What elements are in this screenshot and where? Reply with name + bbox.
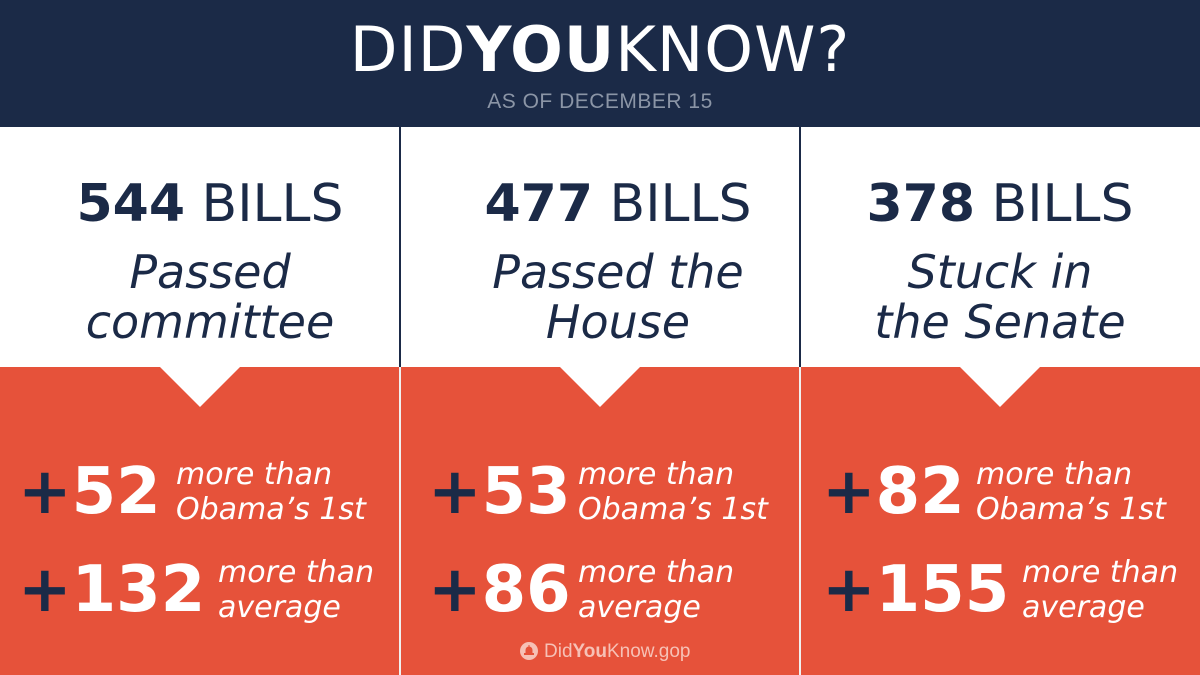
comparison-number: +86: [428, 553, 571, 627]
bill-count: 544 BILLS: [10, 173, 410, 235]
column-header: 378 BILLS Stuck in the Senate: [800, 127, 1200, 367]
comparison-number: +52: [18, 455, 161, 529]
pointer-notch: [560, 367, 640, 407]
footer-know: Know.gop: [607, 641, 691, 662]
pointer-notch: [160, 367, 240, 407]
title-did: DID: [349, 13, 467, 86]
comparison-text: more than Obama’s 1st: [976, 457, 1166, 527]
column-divider: [399, 127, 401, 367]
description-line-2: the Senate: [874, 295, 1126, 349]
bill-status-description: Passed committee: [10, 247, 410, 347]
bill-count-number: 544: [76, 174, 186, 234]
footer-did: Did: [544, 641, 573, 662]
comparison-text: more than Obama’s 1st: [176, 457, 366, 527]
stat-column-house: 477 BILLS Passed the House +53 more than…: [400, 127, 800, 675]
description-line-1: Passed the: [492, 245, 744, 299]
stat-column-senate: 378 BILLS Stuck in the Senate +82 more t…: [800, 127, 1200, 675]
comparison-panel: +52 more than Obama’s 1st +132 more than…: [0, 367, 400, 675]
comparison-panel: +53 more than Obama’s 1st +86 more than …: [400, 367, 800, 675]
bill-count-number: 477: [484, 174, 594, 234]
bill-count-unit: BILLS: [201, 174, 344, 234]
comparison-number: +155: [822, 553, 1010, 627]
bill-count: 378 BILLS: [800, 173, 1200, 235]
description-line-2: committee: [85, 295, 335, 349]
comparison-number: +132: [18, 553, 206, 627]
plus-sign: +: [428, 553, 482, 627]
comparison-number: +82: [822, 455, 965, 529]
bill-status-description: Stuck in the Senate: [800, 247, 1200, 347]
comparison-text: more than average: [1022, 555, 1179, 625]
plus-sign: +: [822, 455, 876, 529]
plus-sign: +: [18, 553, 72, 627]
column-header: 477 BILLS Passed the House: [400, 127, 800, 367]
column-divider: [799, 367, 801, 675]
bill-count-unit: BILLS: [609, 174, 752, 234]
bill-count: 477 BILLS: [418, 173, 818, 235]
comparison-panel: +82 more than Obama’s 1st +155 more than…: [800, 367, 1200, 675]
title-you: YOU: [466, 13, 616, 86]
page-subtitle: AS OF DECEMBER 15: [487, 90, 713, 113]
stat-column-committee: 544 BILLS Passed committee +52 more than…: [0, 127, 400, 675]
description-line-2: House: [545, 295, 691, 349]
bill-count-unit: BILLS: [991, 174, 1134, 234]
page-title: DIDYOUKNOW?: [0, 14, 1200, 86]
bill-count-number: 378: [866, 174, 976, 234]
comparison-text: more than average: [578, 555, 735, 625]
comparison-number: +53: [428, 455, 571, 529]
column-header: 544 BILLS Passed committee: [0, 127, 400, 367]
column-divider: [399, 367, 401, 675]
bill-status-description: Passed the House: [418, 247, 818, 347]
footer-you: You: [572, 641, 607, 662]
plus-sign: +: [18, 455, 72, 529]
plus-sign: +: [428, 455, 482, 529]
description-line-1: Stuck in: [907, 245, 1093, 299]
title-know: KNOW?: [615, 13, 851, 86]
comparison-text: more than average: [218, 555, 375, 625]
capitol-dome-icon: [520, 642, 538, 660]
column-divider: [799, 127, 801, 367]
description-line-1: Passed: [129, 245, 291, 299]
pointer-notch: [960, 367, 1040, 407]
footer-brand: DidYouKnow.gop: [520, 640, 720, 664]
plus-sign: +: [822, 553, 876, 627]
header-banner: DIDYOUKNOW? AS OF DECEMBER 15: [0, 0, 1200, 127]
comparison-text: more than Obama’s 1st: [578, 457, 768, 527]
